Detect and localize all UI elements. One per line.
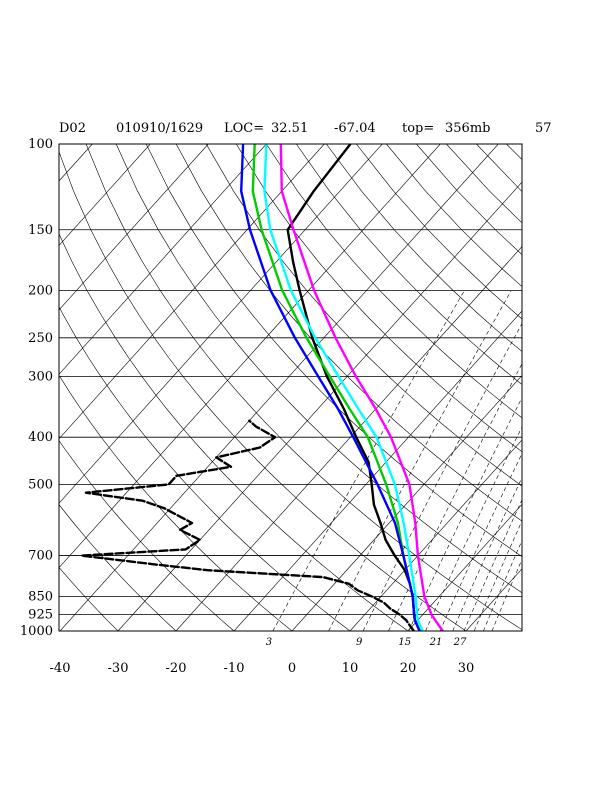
dry-adiabat-line: [59, 504, 177, 631]
series-line-4: [263, 144, 424, 631]
isotherm-line: [59, 144, 383, 504]
isotherm-line: [407, 503, 522, 631]
temperature-tick-label: -10: [224, 661, 245, 676]
series-line-1: [286, 144, 421, 631]
background-guides: [59, 144, 612, 631]
header-loc-label: LOC=: [224, 121, 265, 136]
mixing-ratio-line: [388, 363, 522, 631]
temperature-tick-label: -40: [50, 661, 71, 676]
mixing-ratio-label: 21: [429, 637, 443, 648]
isotherm-line: [465, 568, 522, 631]
dry-adiabat-line: [476, 144, 522, 192]
isotherm-line: [349, 439, 522, 631]
mixing-ratio-line: [328, 290, 512, 631]
mixing-ratio-label: 9: [356, 637, 363, 648]
isotherm-line: [291, 374, 522, 631]
header-lon: -67.04: [334, 121, 376, 136]
mixing-ratio-label: 15: [398, 637, 411, 648]
plot-frame: [58, 143, 523, 632]
dry-adiabat-line: [296, 144, 522, 385]
mixing-ratio-label: 27: [453, 637, 467, 648]
pressure-tick-label: 300: [28, 369, 53, 384]
mixing-ratio-line: [425, 426, 522, 631]
pressure-tick-label: 925: [28, 608, 53, 623]
pressure-tick-label: 250: [28, 331, 53, 346]
header-lat: 32.51: [271, 121, 309, 136]
header-model: D02: [59, 121, 86, 136]
dry-adiabat-line: [115, 144, 522, 594]
temperature-tick-label: 0: [288, 661, 296, 676]
isotherm-line: [524, 144, 612, 631]
pressure-tick-label: 100: [28, 137, 53, 152]
isotherm-line: [59, 144, 151, 246]
header-extra: 57: [535, 121, 552, 136]
isotherm-line: [59, 144, 499, 631]
dry-adiabat-line: [59, 233, 409, 631]
isotherm-line: [59, 144, 267, 375]
isotherm-line: [233, 310, 522, 631]
temperature-tick-label: 30: [458, 661, 475, 676]
series-line-5: [251, 144, 421, 631]
pressure-tick-label: 150: [28, 223, 53, 238]
mixing-ratio-line: [408, 396, 522, 631]
dry-adiabat-line: [326, 144, 522, 352]
mixing-ratio-line: [463, 499, 522, 631]
dry-adiabat-line: [266, 144, 522, 419]
dry-adiabat-line: [386, 144, 522, 288]
isotherm-line: [582, 144, 612, 631]
mixing-ratio-line: [452, 476, 522, 631]
mixing-ratio-line: [473, 520, 522, 631]
mixing-ratio-label: 3: [266, 637, 272, 648]
temperature-tick-label: 20: [400, 661, 417, 676]
pressure-tick-label: 1000: [20, 624, 53, 639]
pressure-tick-label: 200: [28, 284, 53, 299]
isotherm-line: [59, 144, 325, 440]
profile-series: [80, 144, 444, 631]
pressure-tick-label: 850: [28, 590, 53, 605]
series-line-3: [279, 144, 444, 631]
mixing-ratio-line: [362, 322, 522, 631]
pressure-tick-label: 700: [28, 549, 53, 564]
temperature-tick-label: -20: [166, 661, 187, 676]
isotherm-line: [59, 144, 441, 569]
dry-adiabat-line: [597, 144, 612, 631]
pressure-tick-label: 500: [28, 477, 53, 492]
mixing-ratio-line: [272, 290, 465, 631]
isotherm-line: [175, 246, 522, 631]
series-line-2: [80, 419, 415, 631]
temperature-tick-label: 10: [342, 661, 359, 676]
pressure-tick-label: 400: [28, 430, 53, 445]
dry-adiabat-line: [567, 144, 612, 631]
temperature-tick-label: -30: [108, 661, 129, 676]
header-top-label: top=: [402, 121, 435, 136]
dry-adiabat-line: [235, 144, 522, 453]
dry-adiabat-line: [145, 144, 522, 557]
isotherm-line: [59, 144, 209, 311]
series-line-6: [239, 144, 421, 631]
header-top-value: 356mb: [445, 121, 491, 136]
header-datetime: 010910/1629: [116, 121, 204, 136]
dry-adiabat-line: [537, 144, 612, 631]
